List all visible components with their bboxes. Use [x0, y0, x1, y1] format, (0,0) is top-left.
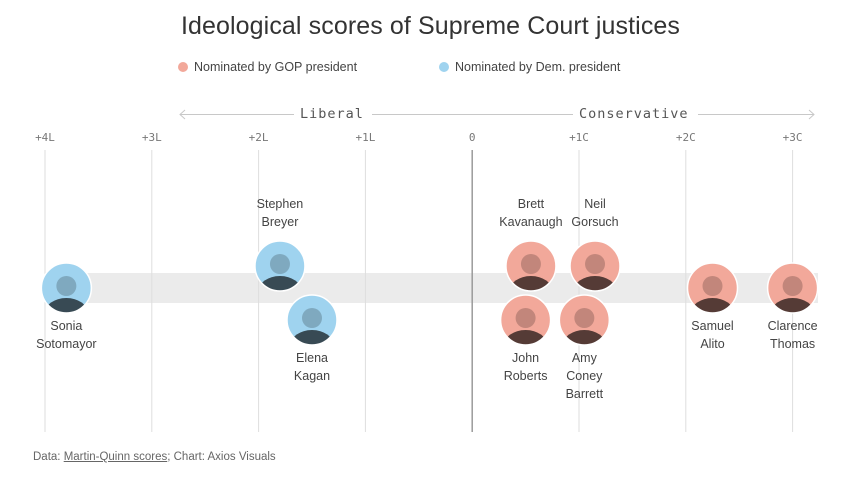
legend-item-gop: Nominated by GOP president: [178, 60, 357, 74]
justice-markers: [40, 240, 819, 346]
conservative-label: Conservative: [579, 106, 689, 122]
justice-marker: [254, 240, 306, 292]
justice-name-label: Clarence Thomas: [768, 317, 818, 353]
portrait-icon: [690, 276, 735, 313]
portrait-icon: [257, 254, 302, 291]
justice-marker: [499, 294, 552, 346]
justice-name-line: John: [512, 351, 540, 365]
liberal-arrowhead: [179, 109, 186, 120]
justice-name-line: Breyer: [261, 215, 299, 229]
justice-name-line: Alito: [700, 337, 725, 351]
justice-marker: [40, 262, 93, 314]
legend-item-dem: Nominated by Dem. president: [439, 60, 620, 74]
justice-marker: [686, 262, 739, 314]
portrait-icon: [44, 276, 89, 313]
justice-name-line: Sonia: [50, 319, 83, 333]
portrait-icon: [573, 254, 618, 291]
justice-name-label: Sonia Sotomayor: [36, 317, 96, 353]
x-tick-label: +1C: [569, 131, 589, 144]
chart-title: Ideological scores of Supreme Court just…: [180, 12, 681, 40]
justice-name-line: Coney: [566, 369, 603, 383]
portrait-icon: [503, 308, 548, 345]
justice-marker: [569, 240, 621, 292]
justice-marker: [766, 262, 819, 314]
justice-name-line: Sotomayor: [36, 337, 97, 351]
source-link[interactable]: Martin-Quinn scores: [63, 451, 168, 463]
justice-name-label: John Roberts: [504, 349, 548, 385]
x-tick-label: +2L: [248, 131, 269, 144]
liberal-label: Liberal: [300, 106, 364, 122]
x-tick-label: +1L: [355, 131, 376, 144]
justice-name-line: Amy: [571, 351, 597, 365]
x-tick-label: +4L: [35, 131, 55, 144]
justice-name-line: Kagan: [293, 369, 331, 383]
legend-label-dem: Nominated by Dem. president: [455, 60, 621, 74]
x-tick-label: +3C: [782, 131, 803, 144]
portrait-icon: [508, 254, 553, 291]
justice-name-label: Amy Coney Barrett: [566, 349, 604, 403]
portrait-icon: [562, 308, 607, 345]
justice-marker: [505, 240, 557, 292]
justice-name-line: Brett: [517, 197, 545, 211]
conservative-arrowhead: [808, 109, 815, 120]
justice-name-line: Elena: [296, 351, 328, 365]
gop-swatch: [178, 62, 188, 72]
source-prefix: Data:: [33, 451, 64, 463]
justice-name-line: Stephen: [256, 197, 304, 211]
justice-name-label: Samuel Alito: [691, 317, 733, 353]
justice-name-label: Neil Gorsuch: [571, 195, 618, 231]
justice-name-line: Barrett: [565, 387, 604, 401]
justice-name-line: Kavanaugh: [499, 215, 563, 229]
source-suffix: ; Chart: Axios Visuals: [167, 451, 276, 463]
justice-name-label: Elena Kagan: [294, 349, 330, 385]
justice-name-line: Gorsuch: [571, 215, 619, 229]
source-note: Data: Martin-Quinn scores; Chart: Axios …: [33, 451, 276, 463]
dem-swatch: [439, 62, 449, 72]
portrait-icon: [290, 308, 334, 345]
justice-name-line: Samuel: [691, 319, 734, 333]
x-tick-label: +2C: [675, 131, 696, 144]
legend-label-gop: Nominated by GOP president: [194, 60, 358, 74]
justice-name-line: Roberts: [503, 369, 548, 383]
justice-marker: [558, 294, 611, 346]
x-tick-label: +3L: [141, 131, 162, 144]
justice-marker: [286, 294, 338, 346]
justice-name-line: Clarence: [767, 319, 818, 333]
portrait-icon: [770, 276, 815, 313]
justice-name-label: Brett Kavanaugh: [499, 195, 562, 231]
legend: Nominated by GOP president Nominated by …: [0, 60, 861, 78]
justice-name-label: Stephen Breyer: [257, 195, 304, 231]
x-tick-label: 0: [468, 131, 476, 144]
justice-name-line: Neil: [584, 197, 606, 211]
justice-name-line: Thomas: [770, 337, 816, 351]
